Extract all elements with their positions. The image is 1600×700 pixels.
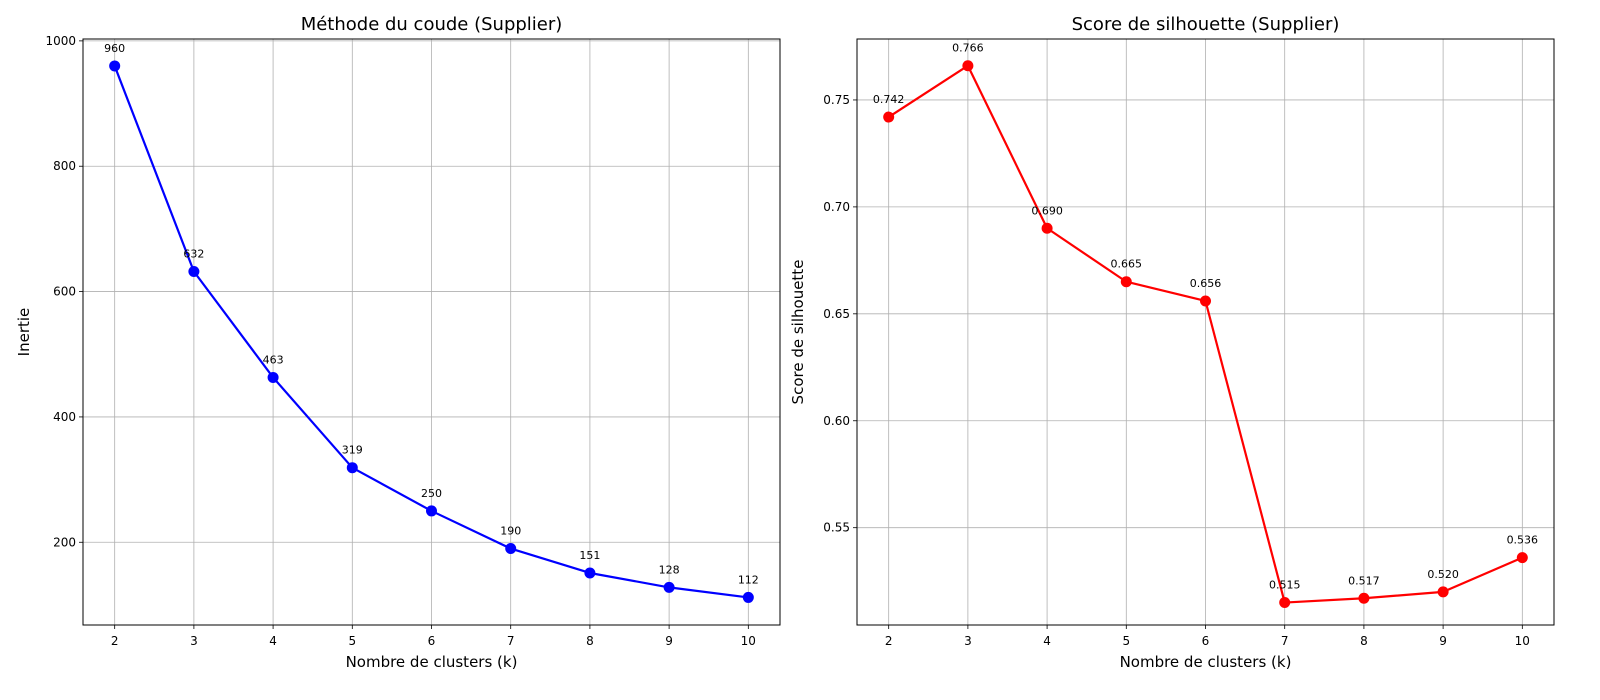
elbow-data-label-8: 112 xyxy=(738,573,759,586)
elbow-x-tick-label-0: 2 xyxy=(111,634,119,648)
elbow-point-8 xyxy=(742,591,754,603)
silhouette-data-label-7: 0.520 xyxy=(1427,568,1459,581)
elbow-y-tick-label-0: 200 xyxy=(53,535,76,549)
elbow-chart-title: Méthode du coude (Supplier) xyxy=(301,14,563,35)
silhouette-point-8 xyxy=(1516,552,1528,564)
silhouette-data-label-8: 0.536 xyxy=(1507,534,1539,547)
elbow-point-2 xyxy=(267,371,279,383)
elbow-plot-frame xyxy=(82,38,781,626)
silhouette-point-7 xyxy=(1437,586,1449,598)
elbow-x-tick-label-8: 10 xyxy=(741,634,756,648)
elbow-y-tick-label-3: 800 xyxy=(53,159,76,173)
silhouette-data-label-2: 0.690 xyxy=(1031,204,1063,217)
elbow-x-tick-label-5: 7 xyxy=(507,634,515,648)
silhouette-x-tick-label-3: 5 xyxy=(1122,634,1130,648)
elbow-data-label-6: 151 xyxy=(579,549,600,562)
silhouette-x-tick-label-4: 6 xyxy=(1202,634,1210,648)
silhouette-data-label-1: 0.766 xyxy=(952,42,984,55)
elbow-x-tick-label-3: 5 xyxy=(348,634,356,648)
silhouette-point-3 xyxy=(1120,276,1132,288)
silhouette-x-tick-label-6: 8 xyxy=(1360,634,1368,648)
elbow-x-tick-label-6: 8 xyxy=(586,634,594,648)
silhouette-y-tick-label-3: 0.70 xyxy=(823,200,850,214)
elbow-data-label-5: 190 xyxy=(500,525,521,538)
elbow-data-label-0: 960 xyxy=(104,42,125,55)
elbow-point-5 xyxy=(505,543,517,555)
silhouette-x-tick-label-5: 7 xyxy=(1281,634,1289,648)
silhouette-y-tick-label-1: 0.60 xyxy=(823,414,850,428)
elbow-x-tick-label-4: 6 xyxy=(428,634,436,648)
silhouette-data-label-4: 0.656 xyxy=(1190,277,1222,290)
elbow-chart: 2 3 4 5 6 7 8 9 10 200 400 600 800 1000 960 632 463 319 25… xyxy=(15,14,781,671)
silhouette-point-2 xyxy=(1041,222,1053,234)
elbow-point-0 xyxy=(109,60,121,72)
elbow-data-label-4: 250 xyxy=(421,487,442,500)
elbow-point-4 xyxy=(426,505,437,517)
elbow-point-6 xyxy=(584,567,596,579)
silhouette-data-label-6: 0.517 xyxy=(1348,574,1380,587)
elbow-data-label-2: 463 xyxy=(263,353,284,366)
silhouette-point-6 xyxy=(1358,592,1370,604)
silhouette-plot-frame xyxy=(856,38,1555,626)
silhouette-chart: 2 3 4 5 6 7 8 9 10 0.55 0.60 0.65 0.70 0.75 0.742 0.766… xyxy=(789,14,1555,671)
silhouette-y-tick-label-2: 0.65 xyxy=(823,307,850,321)
elbow-data-label-7: 128 xyxy=(659,563,680,576)
silhouette-x-tick-label-8: 10 xyxy=(1515,634,1530,648)
elbow-x-tick-label-1: 3 xyxy=(190,634,198,648)
elbow-x-tick-label-2: 4 xyxy=(269,634,277,648)
elbow-data-label-1: 632 xyxy=(183,248,204,261)
elbow-point-7 xyxy=(663,581,675,593)
elbow-y-axis-label: Inertie xyxy=(15,308,33,357)
elbow-data-label-3: 319 xyxy=(342,444,363,457)
elbow-x-tick-label-7: 9 xyxy=(665,634,673,648)
elbow-y-tick-label-2: 600 xyxy=(53,285,76,299)
silhouette-y-tick-label-4: 0.75 xyxy=(823,93,850,107)
silhouette-chart-title: Score de silhouette (Supplier) xyxy=(1072,14,1340,35)
silhouette-data-label-5: 0.515 xyxy=(1269,579,1301,592)
silhouette-data-label-0: 0.742 xyxy=(873,93,905,106)
silhouette-point-0 xyxy=(883,111,895,123)
silhouette-y-axis-label: Score de silhouette xyxy=(789,260,807,405)
silhouette-y-tick-label-0: 0.55 xyxy=(823,521,850,535)
silhouette-point-5 xyxy=(1279,597,1291,609)
silhouette-point-1 xyxy=(962,60,974,72)
elbow-x-axis-label: Nombre de clusters (k) xyxy=(346,653,518,671)
silhouette-x-tick-label-7: 9 xyxy=(1439,634,1447,648)
silhouette-point-4 xyxy=(1200,295,1211,307)
elbow-y-tick-label-4: 1000 xyxy=(45,34,76,48)
elbow-y-tick-label-1: 400 xyxy=(53,410,76,424)
silhouette-x-axis-label: Nombre de clusters (k) xyxy=(1120,653,1292,671)
silhouette-data-label-3: 0.665 xyxy=(1111,258,1143,271)
silhouette-x-tick-label-2: 4 xyxy=(1043,634,1051,648)
silhouette-x-tick-label-0: 2 xyxy=(885,634,893,648)
elbow-point-3 xyxy=(346,462,358,474)
elbow-point-1 xyxy=(188,266,200,278)
silhouette-x-tick-label-1: 3 xyxy=(964,634,972,648)
